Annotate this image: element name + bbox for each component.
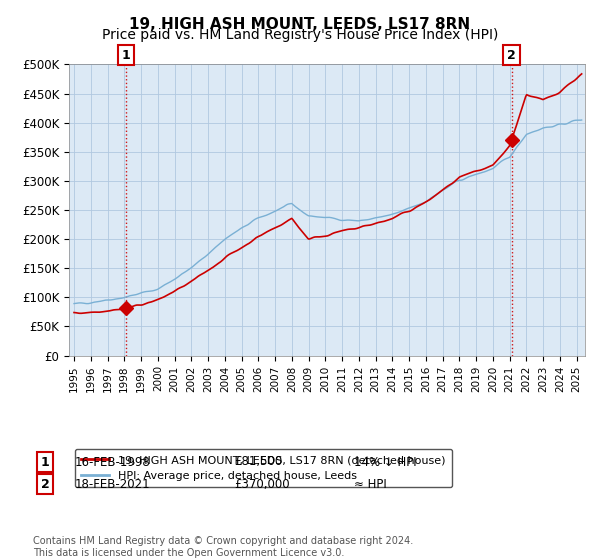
Text: 2: 2	[507, 49, 516, 62]
Text: 14% ↓ HPI: 14% ↓ HPI	[354, 455, 416, 469]
Text: 1: 1	[41, 455, 49, 469]
Text: 1: 1	[122, 49, 131, 62]
Text: £81,500: £81,500	[234, 455, 282, 469]
Text: £370,000: £370,000	[234, 478, 290, 491]
Legend: 19, HIGH ASH MOUNT, LEEDS, LS17 8RN (detached house), HPI: Average price, detach: 19, HIGH ASH MOUNT, LEEDS, LS17 8RN (det…	[74, 449, 452, 487]
Text: 19, HIGH ASH MOUNT, LEEDS, LS17 8RN: 19, HIGH ASH MOUNT, LEEDS, LS17 8RN	[130, 17, 470, 32]
Text: ≈ HPI: ≈ HPI	[354, 478, 387, 491]
Text: 2: 2	[41, 478, 49, 491]
Text: 18-FEB-2021: 18-FEB-2021	[75, 478, 151, 491]
Text: Contains HM Land Registry data © Crown copyright and database right 2024.
This d: Contains HM Land Registry data © Crown c…	[33, 536, 413, 558]
Text: 16-FEB-1998: 16-FEB-1998	[75, 455, 151, 469]
Text: Price paid vs. HM Land Registry's House Price Index (HPI): Price paid vs. HM Land Registry's House …	[102, 28, 498, 42]
